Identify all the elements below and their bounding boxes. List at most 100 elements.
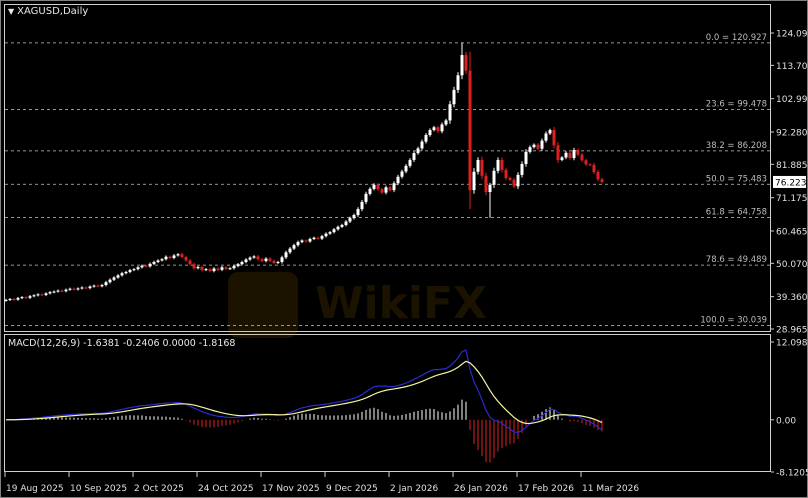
candle-body bbox=[572, 149, 576, 159]
y-tick-label: 28.965 bbox=[776, 326, 808, 336]
candle-body bbox=[44, 293, 48, 295]
fib-level-label: 61.8 = 64.758 bbox=[706, 208, 767, 218]
candle-body bbox=[240, 261, 244, 265]
y-tick-label: 124.095 bbox=[776, 30, 808, 40]
candle-body bbox=[420, 141, 424, 149]
candle-body bbox=[428, 130, 432, 136]
candle-body bbox=[176, 254, 180, 256]
candle-body bbox=[380, 189, 384, 193]
candle-body bbox=[200, 266, 204, 271]
candle-body bbox=[256, 256, 260, 260]
candle-body bbox=[432, 127, 436, 131]
candle-body bbox=[336, 226, 340, 230]
fib-level-label: 23.6 = 99.478 bbox=[706, 100, 767, 110]
candle-body bbox=[296, 242, 300, 246]
candle-body bbox=[136, 267, 140, 270]
candle-body bbox=[8, 299, 12, 301]
candle-body bbox=[228, 268, 232, 270]
candle-body bbox=[320, 236, 324, 239]
candle-body bbox=[132, 269, 136, 271]
candle-body bbox=[72, 288, 76, 290]
candle-body bbox=[444, 120, 448, 125]
candle-body bbox=[252, 256, 256, 258]
candle-body bbox=[344, 221, 348, 225]
candle-body bbox=[244, 259, 248, 262]
candle-body bbox=[524, 151, 528, 164]
x-tick-label: 17 Feb 2026 bbox=[518, 484, 574, 494]
candle-body bbox=[236, 264, 240, 267]
candle-body bbox=[516, 174, 520, 187]
candle-body bbox=[20, 297, 24, 299]
candle-body bbox=[84, 287, 88, 289]
candle-body bbox=[32, 295, 36, 297]
candle-body bbox=[340, 224, 344, 227]
candle-body bbox=[208, 269, 212, 272]
macd-panel[interactable] bbox=[4, 334, 771, 472]
candle-body bbox=[216, 268, 220, 270]
price-panel[interactable] bbox=[4, 4, 771, 332]
current-price-label: 76.223 bbox=[775, 178, 807, 188]
candle-body bbox=[400, 171, 404, 177]
candle-body bbox=[424, 135, 428, 142]
candle-body bbox=[584, 160, 588, 165]
candle-body bbox=[76, 288, 80, 290]
x-tick-label: 10 Sep 2025 bbox=[70, 484, 127, 494]
candle-body bbox=[4, 299, 8, 301]
candle-body bbox=[348, 218, 352, 222]
candle-body bbox=[88, 286, 92, 289]
candle-body bbox=[388, 187, 392, 191]
candle-body bbox=[436, 127, 440, 132]
candle-body bbox=[600, 179, 604, 183]
candle-body bbox=[164, 256, 168, 260]
candle-body bbox=[532, 144, 536, 148]
candle-body bbox=[492, 170, 496, 185]
symbol-timeframe: XAGUSD,Daily bbox=[17, 6, 89, 17]
candle-body bbox=[460, 55, 464, 76]
candle-body bbox=[108, 279, 112, 283]
x-tick-label: 9 Dec 2025 bbox=[326, 484, 378, 494]
candle-body bbox=[376, 184, 380, 190]
candle-body bbox=[364, 193, 368, 202]
fib-level-label: 38.2 = 86.208 bbox=[706, 141, 767, 151]
candle-body bbox=[80, 287, 84, 289]
x-tick-label: 11 Mar 2026 bbox=[582, 484, 639, 494]
candle-body bbox=[408, 159, 412, 166]
x-tick-label: 2 Jan 2026 bbox=[390, 484, 438, 494]
candle-body bbox=[116, 275, 120, 278]
candle-body bbox=[488, 184, 492, 192]
candle-body bbox=[292, 245, 296, 249]
y-tick-label: 50.070 bbox=[776, 260, 808, 270]
macd-y-tick-label: 12.0983 bbox=[776, 339, 808, 349]
candle-body bbox=[100, 285, 104, 287]
candle-body bbox=[180, 254, 184, 258]
candle-body bbox=[472, 171, 476, 191]
candle-body bbox=[536, 144, 540, 149]
candle-body bbox=[152, 261, 156, 264]
candle-body bbox=[156, 260, 160, 262]
x-tick-label: 2 Oct 2025 bbox=[134, 484, 184, 494]
x-tick-label: 19 Aug 2025 bbox=[6, 484, 64, 494]
candle-body bbox=[16, 298, 20, 300]
candle-body bbox=[192, 264, 196, 269]
watermark-logo: WikiFX bbox=[228, 272, 487, 338]
candle-body bbox=[592, 164, 596, 173]
candle-body bbox=[168, 256, 172, 258]
candle-body bbox=[476, 159, 480, 172]
candle-body bbox=[48, 292, 52, 294]
candle-body bbox=[560, 157, 564, 160]
candle-body bbox=[12, 299, 16, 301]
candle-body bbox=[64, 289, 68, 292]
candle-body bbox=[56, 290, 60, 292]
candle-body bbox=[276, 261, 280, 263]
candle-body bbox=[220, 267, 224, 270]
candle-body bbox=[412, 153, 416, 160]
macd-indicator-label: MACD(12,26,9) -1.6381 -0.2406 0.0000 -1.… bbox=[8, 338, 236, 349]
svg-text:WikiFX: WikiFX bbox=[315, 278, 487, 329]
chart-title[interactable]: ▼ XAGUSD,Daily bbox=[8, 6, 88, 17]
candle-body bbox=[568, 152, 572, 159]
candle-body bbox=[448, 104, 452, 121]
candle-body bbox=[124, 271, 128, 274]
candle-body bbox=[416, 148, 420, 154]
triangle-down-icon[interactable]: ▼ bbox=[8, 7, 15, 16]
